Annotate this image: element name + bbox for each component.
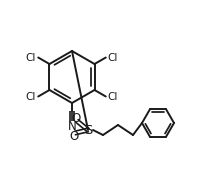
Text: S: S (84, 124, 92, 137)
Text: O: O (69, 130, 79, 142)
Text: Cl: Cl (108, 53, 118, 63)
Text: Cl: Cl (26, 53, 36, 63)
Text: Cl: Cl (26, 92, 36, 102)
Text: Cl: Cl (108, 92, 118, 102)
Text: O: O (71, 112, 81, 125)
Text: N: N (68, 120, 76, 134)
